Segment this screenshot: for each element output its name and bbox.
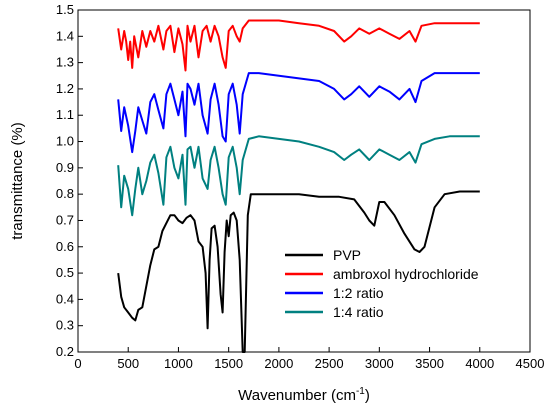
series-line-2 [117, 72, 480, 154]
x-tick-label: 500 [117, 356, 139, 371]
y-tick-label: 1.1 [56, 107, 74, 122]
x-tick-label: 2000 [264, 356, 293, 371]
x-tick-label: 4500 [516, 356, 545, 371]
y-tick-label: 0.3 [56, 318, 74, 333]
plot-frame [77, 9, 531, 353]
x-axis-unit: (cm [331, 387, 356, 404]
series-line-1 [117, 19, 480, 72]
series-line-0 [117, 190, 480, 353]
x-tick-label: 1000 [164, 356, 193, 371]
x-tick-label: 2500 [315, 356, 344, 371]
x-axis-title-main: Wavenumber [238, 387, 327, 404]
legend-label-0: PVP [333, 247, 361, 263]
y-tick-label: 1.0 [56, 134, 74, 149]
legend-label-3: 1:4 ratio [333, 304, 384, 320]
x-axis-unit-close: ) [365, 387, 370, 404]
legend-label-1: ambroxol hydrochloride [333, 266, 479, 282]
y-axis-title: transmittance (%) [9, 122, 26, 240]
y-tick-label: 1.4 [56, 28, 74, 43]
y-tick-label: 1.2 [56, 81, 74, 96]
series-layer [117, 19, 480, 353]
y-tick-label: 0.7 [56, 212, 74, 227]
y-tick-label: 1.3 [56, 55, 74, 70]
legend: PVP ambroxol hydrochloride 1:2 ratio 1:4 ra… [285, 247, 479, 320]
x-axis-unit-sup: -1 [356, 386, 365, 397]
x-axis-title: Wavenumber (cm-1) [238, 386, 370, 404]
x-tick-label: 1500 [214, 356, 243, 371]
y-tick-label: 1.5 [56, 2, 74, 17]
y-tick-label: 0.6 [56, 239, 74, 254]
x-tick-label: 3000 [365, 356, 394, 371]
x-tick-label: 0 [74, 356, 81, 371]
axis-ticks: 0 500 1000 1500 2000 2500 3000 3500 4000 4500 0.2 0… [56, 2, 545, 371]
x-tick-label: 4000 [465, 356, 494, 371]
y-tick-label: 0.2 [56, 344, 74, 359]
series-line-3 [117, 135, 480, 217]
y-tick-label: 0.5 [56, 265, 74, 280]
y-tick-label: 0.9 [56, 160, 74, 175]
x-tick-label: 3500 [415, 356, 444, 371]
legend-label-2: 1:2 ratio [333, 285, 384, 301]
y-tick-label: 0.4 [56, 291, 74, 306]
y-tick-label: 0.8 [56, 186, 74, 201]
